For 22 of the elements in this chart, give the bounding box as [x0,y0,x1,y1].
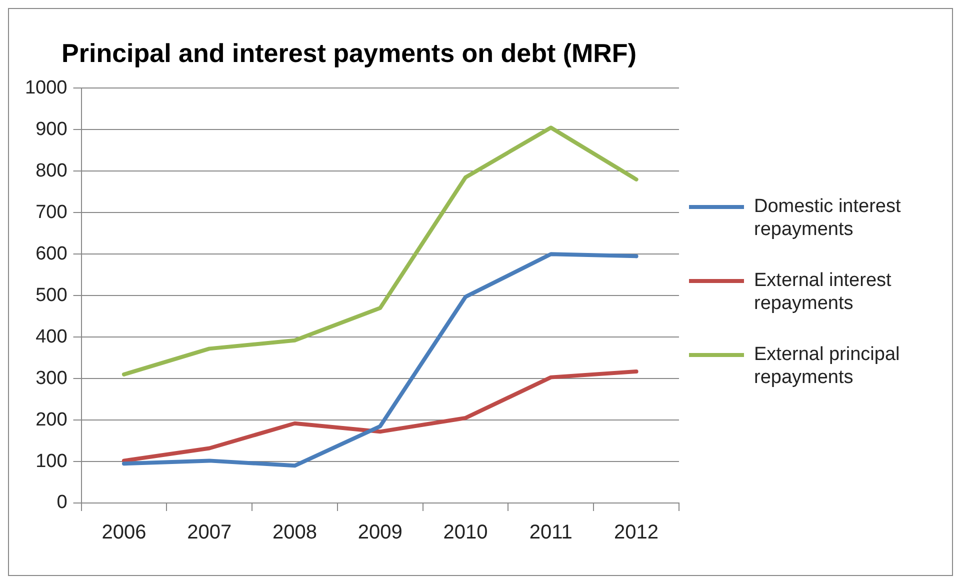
y-tick-label: 300 [36,368,68,389]
legend-label: External interest repayments [754,269,892,315]
y-tick-label: 600 [36,243,68,264]
y-tick-label: 400 [36,326,68,348]
y-tick-label: 500 [36,284,68,306]
y-tick-label: 100 [36,450,68,472]
x-tick-label: 2010 [443,522,488,544]
x-tick-label: 2006 [102,522,146,544]
y-tick-label: 200 [36,409,68,430]
chart-title: Principal and interest payments on debt (MRF) [62,38,636,68]
x-tick-label: 2012 [614,522,659,544]
y-tick-label: 800 [36,160,68,182]
x-tick-label: 2008 [272,522,317,544]
legend-label: Domestic interest repayments [754,195,902,241]
y-tick-label: 1000 [24,77,68,98]
y-tick-label: 700 [36,202,68,223]
x-tick-label: 2011 [529,522,572,544]
x-tick-label: 2009 [358,522,402,544]
y-tick-label: 0 [56,492,68,514]
legend-label: External principal repayments [754,343,901,389]
y-tick-label: 900 [36,118,68,140]
x-tick-label: 2007 [187,522,232,544]
